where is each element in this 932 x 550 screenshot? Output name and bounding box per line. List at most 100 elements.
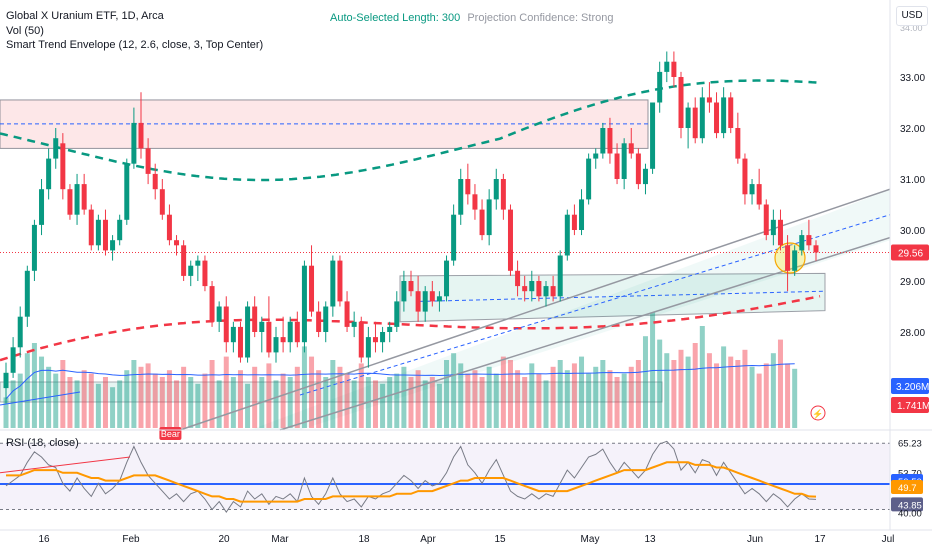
volume-bar bbox=[316, 370, 322, 428]
volume-label: 1.741M bbox=[897, 401, 930, 412]
price-tick-label: 28.00 bbox=[900, 328, 925, 339]
candle-body bbox=[294, 321, 300, 343]
volume-bar bbox=[188, 377, 194, 428]
rsi-legend[interactable]: RSI (18, close) bbox=[6, 437, 79, 449]
volume-bar bbox=[642, 336, 648, 428]
candle-body bbox=[465, 179, 471, 195]
candle-body bbox=[472, 194, 478, 210]
candle-body bbox=[17, 316, 23, 348]
candle-body bbox=[422, 291, 428, 312]
candle-body bbox=[216, 306, 222, 322]
volume-bar bbox=[770, 353, 776, 428]
price-tick-label: 32.00 bbox=[900, 124, 925, 135]
candle-body bbox=[785, 245, 791, 271]
price-tick-label: 29.00 bbox=[900, 277, 925, 288]
candle-body bbox=[301, 265, 307, 343]
candle-body bbox=[380, 332, 386, 343]
volume-bar bbox=[344, 373, 350, 428]
candle-body bbox=[188, 265, 194, 276]
candle-body bbox=[493, 179, 499, 200]
candle-body bbox=[67, 189, 73, 215]
rsi-line bbox=[5, 440, 817, 513]
volume-bar bbox=[486, 366, 492, 428]
volume-zone bbox=[0, 381, 663, 403]
volume-bar bbox=[202, 373, 208, 428]
time-tick-label: Apr bbox=[420, 534, 436, 545]
time-tick-label: 13 bbox=[644, 534, 656, 545]
volume-legend[interactable]: Vol (50) bbox=[6, 25, 44, 37]
candle-body bbox=[657, 71, 663, 103]
volume-bar bbox=[245, 383, 251, 428]
volume-bar bbox=[159, 377, 165, 428]
volume-bar bbox=[124, 370, 130, 428]
volume-bar bbox=[181, 366, 187, 428]
candle-body bbox=[31, 224, 37, 271]
volume-bar bbox=[522, 377, 528, 428]
volume-bar bbox=[209, 360, 215, 428]
candle-body bbox=[444, 260, 450, 297]
volume-bar bbox=[17, 373, 23, 428]
price-tick-label: 33.00 bbox=[900, 73, 925, 84]
candle-body bbox=[671, 61, 677, 77]
volume-bar bbox=[323, 377, 329, 428]
volume-bar bbox=[81, 370, 87, 428]
volume-bar bbox=[387, 377, 393, 428]
volume-bar bbox=[287, 377, 293, 428]
volume-bar bbox=[714, 363, 720, 428]
candle-body bbox=[81, 184, 87, 210]
volume-bar bbox=[564, 370, 570, 428]
currency-button[interactable]: USD bbox=[896, 6, 928, 26]
candle-body bbox=[550, 286, 556, 297]
support-zone bbox=[399, 272, 826, 323]
candle-body bbox=[806, 235, 812, 246]
volume-bar bbox=[792, 368, 798, 428]
candle-body bbox=[245, 306, 251, 358]
candle-body bbox=[159, 189, 165, 215]
volume-bar bbox=[102, 377, 108, 428]
volume-bar bbox=[415, 370, 421, 428]
candle-body bbox=[280, 337, 286, 343]
candle-body bbox=[95, 219, 101, 246]
candle-body bbox=[557, 255, 563, 297]
volume-bar bbox=[706, 353, 712, 428]
volume-bar bbox=[74, 380, 80, 428]
volume-ma-label: 3.206M bbox=[896, 382, 929, 393]
candle-body bbox=[735, 128, 741, 159]
candle-body bbox=[145, 148, 151, 174]
candle-body bbox=[266, 321, 272, 353]
candle-body bbox=[536, 281, 542, 297]
volume-bar bbox=[671, 360, 677, 428]
volume-tag bbox=[891, 397, 929, 413]
candle-body bbox=[287, 321, 293, 343]
volume-bar bbox=[152, 373, 158, 428]
candle-body bbox=[543, 286, 549, 297]
candle-body bbox=[500, 179, 506, 210]
volume-bar bbox=[3, 397, 9, 428]
envelope-legend[interactable]: Smart Trend Envelope (12, 2.6, close, 3,… bbox=[6, 39, 264, 51]
volume-bar bbox=[351, 380, 357, 428]
candle-body bbox=[614, 153, 620, 179]
volume-bar bbox=[110, 387, 116, 428]
candle-body bbox=[131, 122, 137, 164]
candle-body bbox=[642, 168, 648, 185]
candle-body bbox=[166, 214, 172, 241]
volume-bar bbox=[763, 363, 769, 428]
volume-bar bbox=[479, 377, 485, 428]
volume-bar bbox=[728, 356, 734, 428]
volume-bar bbox=[579, 356, 585, 428]
candle-body bbox=[571, 214, 577, 230]
divergence-line bbox=[0, 456, 131, 474]
symbol-legend[interactable]: Global X Uranium ETF, 1D, Arca bbox=[6, 10, 164, 22]
price-axis: 33.0032.0031.0030.0029.0028.0027.0034.00… bbox=[0, 0, 932, 531]
volume-bar bbox=[237, 370, 243, 428]
candle-body bbox=[664, 61, 670, 72]
volume-bar bbox=[571, 363, 577, 428]
last-price-tag bbox=[891, 244, 929, 261]
candle-body bbox=[408, 281, 414, 292]
candle-body bbox=[458, 179, 464, 215]
candle-body bbox=[600, 128, 606, 154]
volume-bar bbox=[593, 366, 599, 428]
candle-body bbox=[259, 321, 265, 332]
trend-segment bbox=[0, 391, 81, 406]
